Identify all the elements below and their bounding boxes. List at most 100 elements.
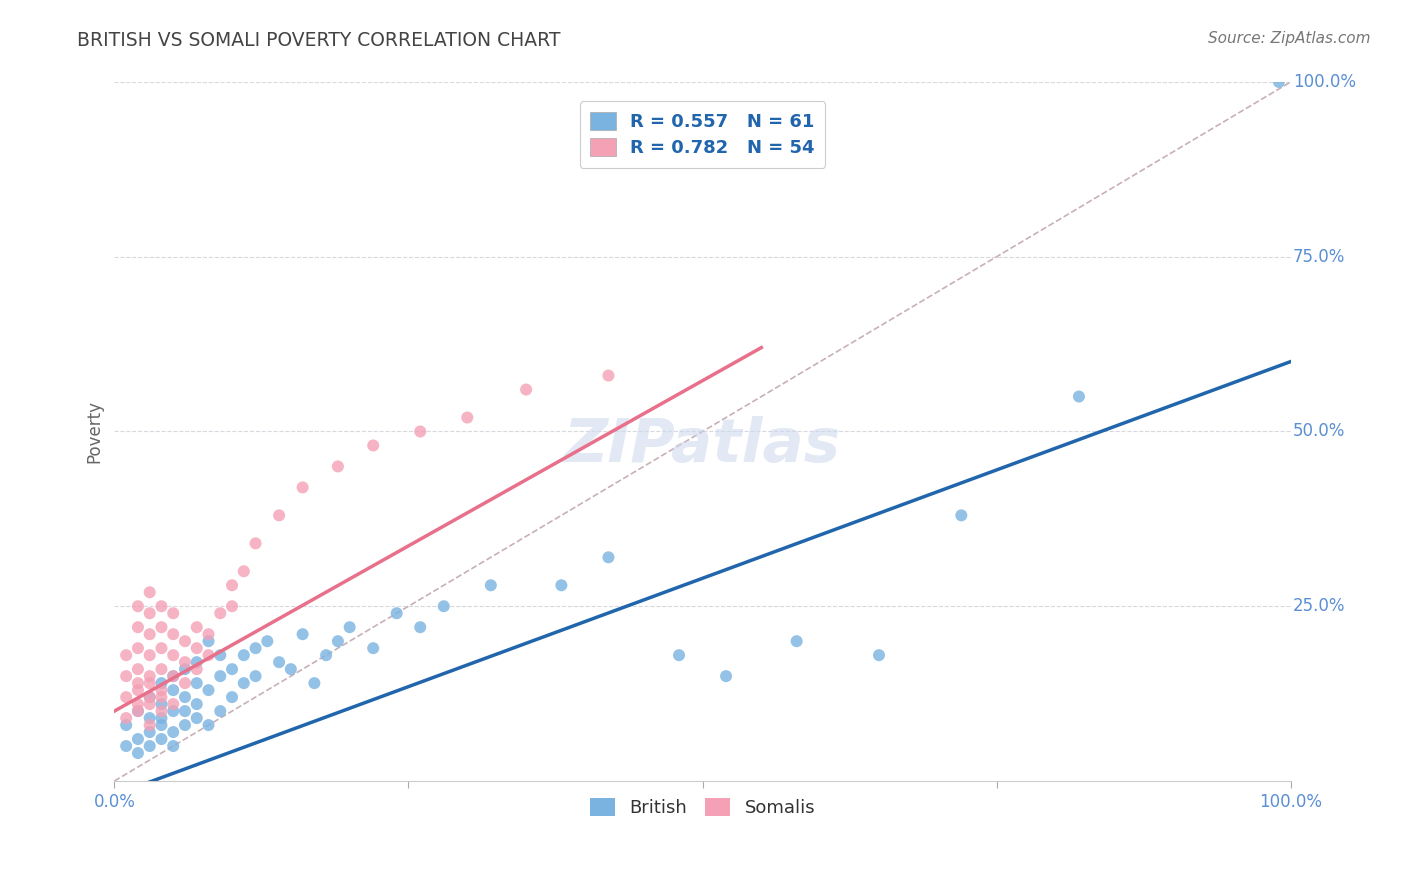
Point [150,599,173,614]
Point [127,746,149,760]
Point [138,711,160,725]
Point [162,683,184,698]
Point [174,676,197,690]
Point [138,739,160,753]
Point [138,585,160,599]
Point [304,676,326,690]
Point [209,648,232,662]
Point [433,599,456,614]
Point [186,711,208,725]
Point [186,697,208,711]
Text: Source: ZipAtlas.com: Source: ZipAtlas.com [1208,31,1371,46]
Point [221,599,243,614]
Point [291,480,314,494]
Point [162,697,184,711]
Point [1067,390,1090,404]
Point [232,676,254,690]
Point [714,669,737,683]
Point [186,641,208,656]
Point [598,550,620,565]
Text: ZIPatlas: ZIPatlas [564,416,841,475]
Point [197,683,219,698]
Point [409,620,432,634]
Point [138,725,160,739]
Point [115,648,138,662]
Point [197,627,219,641]
Point [209,606,232,620]
Text: 100.0%: 100.0% [1294,73,1355,91]
Point [115,690,138,705]
Point [326,459,349,474]
Point [127,676,149,690]
Point [138,690,160,705]
Point [868,648,890,662]
Point [115,711,138,725]
Point [150,641,173,656]
Point [127,704,149,718]
Text: 75.0%: 75.0% [1294,248,1346,266]
Point [361,641,384,656]
Point [150,690,173,705]
Text: BRITISH VS SOMALI POVERTY CORRELATION CHART: BRITISH VS SOMALI POVERTY CORRELATION CH… [77,31,561,50]
Point [174,690,197,705]
Point [138,676,160,690]
Point [221,690,243,705]
Point [245,536,267,550]
Point [245,641,267,656]
Text: 50.0%: 50.0% [1294,423,1346,441]
Point [162,704,184,718]
Point [456,410,478,425]
Point [197,648,219,662]
Point [197,634,219,648]
Point [197,718,219,732]
Point [127,732,149,747]
Point [162,739,184,753]
Point [150,732,173,747]
Point [186,620,208,634]
Point [150,620,173,634]
Point [550,578,572,592]
Point [162,669,184,683]
Point [174,655,197,669]
Point [280,662,302,676]
Point [515,383,537,397]
Point [267,655,290,669]
Point [115,669,138,683]
Point [162,725,184,739]
Point [315,648,337,662]
Point [174,718,197,732]
Point [138,697,160,711]
Point [127,662,149,676]
Point [232,564,254,578]
Point [598,368,620,383]
Point [115,718,138,732]
Point [162,606,184,620]
Point [209,704,232,718]
Point [221,662,243,676]
Point [385,606,408,620]
Point [150,676,173,690]
Point [138,606,160,620]
Point [127,683,149,698]
Point [786,634,808,648]
Y-axis label: Poverty: Poverty [86,400,103,463]
Point [150,704,173,718]
Point [186,655,208,669]
Point [127,599,149,614]
Point [138,627,160,641]
Point [138,648,160,662]
Point [209,669,232,683]
Point [127,620,149,634]
Point [291,627,314,641]
Point [138,690,160,705]
Point [115,739,138,753]
Point [150,662,173,676]
Point [174,634,197,648]
Point [162,669,184,683]
Point [150,718,173,732]
Point [162,627,184,641]
Point [138,669,160,683]
Point [361,438,384,452]
Point [221,578,243,592]
Point [479,578,502,592]
